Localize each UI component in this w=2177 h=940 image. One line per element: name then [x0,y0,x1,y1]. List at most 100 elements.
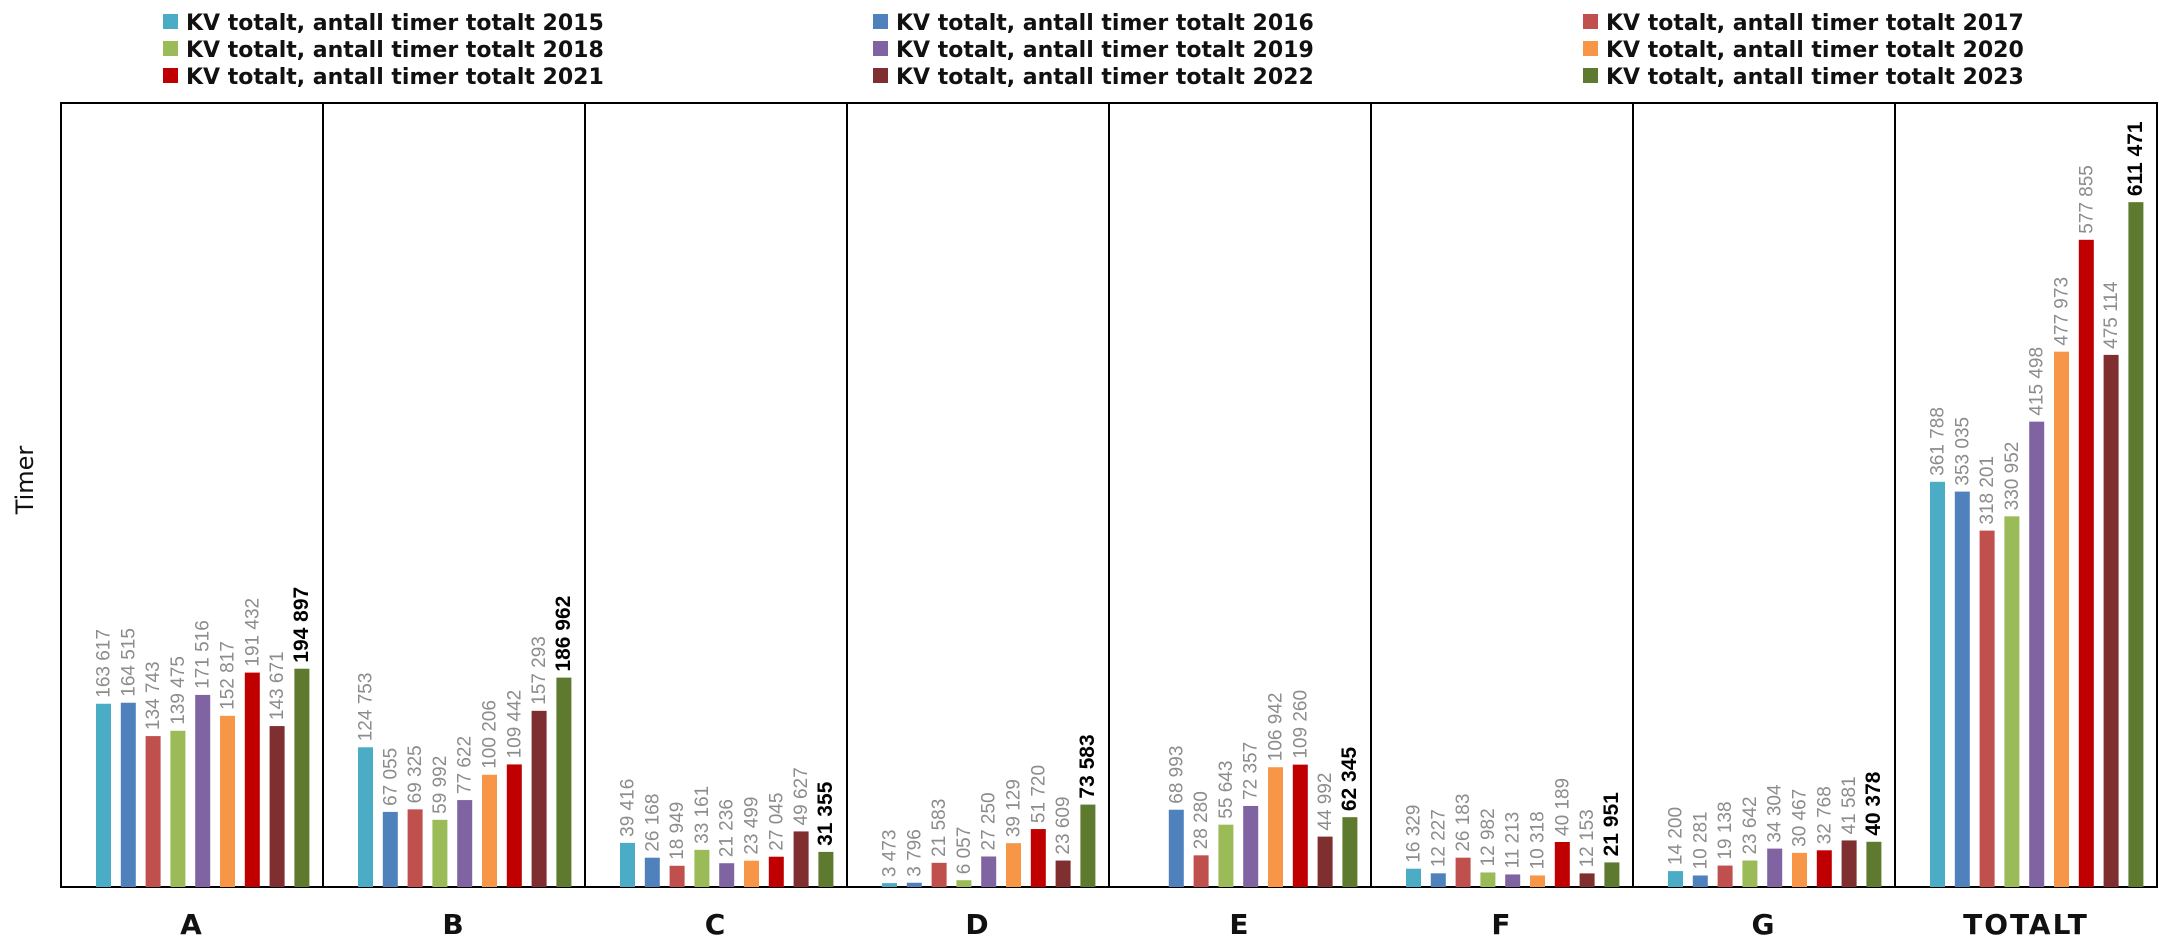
data-label-g-3: 19 138 [1715,801,1736,859]
bar-g-9 [1866,841,1882,887]
bar-c-9 [818,851,834,887]
bar-totalt-3 [1979,530,1995,887]
legend-swatch-3 [1583,14,1598,29]
data-label-a-9: 194 897 [290,587,313,663]
data-label-a-3: 134 743 [143,661,164,730]
data-label-c-6: 23 499 [742,797,763,855]
data-label-g-2: 10 281 [1690,811,1711,869]
data-label-f-7: 40 189 [1552,778,1573,836]
data-label-a-1: 163 617 [94,629,115,698]
legend-label-3: KV totalt, antall timer totalt 2017 [1606,11,2024,36]
data-label-a-6: 152 817 [218,641,239,710]
bar-a-6 [220,715,235,887]
bar-b-6 [482,774,497,887]
bar-d-7 [1030,829,1046,887]
bar-g-3 [1717,865,1733,887]
data-label-a-5: 171 516 [193,620,214,689]
data-label-e-9: 62 345 [1338,747,1361,812]
bar-c-3 [669,865,685,887]
bar-f-6 [1530,875,1545,887]
data-label-totalt-4: 330 952 [2002,442,2023,511]
data-label-d-8: 23 609 [1053,796,1074,854]
bar-totalt-1 [1930,481,1945,887]
bar-a-1 [96,703,111,887]
category-label-d: D [965,908,990,940]
data-label-b-4: 59 992 [430,756,451,814]
bar-f-3 [1455,857,1471,887]
bar-e-7 [1292,764,1308,887]
category-label-g: G [1752,908,1777,940]
bar-totalt-4 [2004,516,2020,887]
y-axis-label: Timer [11,446,39,516]
bar-f-2 [1430,873,1446,887]
bar-e-9 [1342,817,1358,887]
data-label-a-2: 164 515 [118,628,139,697]
bar-e-3 [1193,855,1209,887]
bar-e-5 [1243,805,1259,887]
plot-area [60,102,2158,888]
data-label-d-9: 73 583 [1076,734,1099,798]
legend-swatch-4 [163,41,178,56]
bar-b-8 [531,710,547,887]
legend-label-8: KV totalt, antall timer totalt 2022 [896,65,1314,90]
bar-b-5 [457,800,473,887]
bar-totalt-2 [1954,491,1970,887]
legend-label-6: KV totalt, antall timer totalt 2020 [1606,38,2024,63]
data-label-e-6: 106 942 [1266,693,1287,762]
bar-d-8 [1055,860,1071,887]
bar-e-6 [1268,767,1283,887]
data-label-c-3: 18 949 [667,802,688,860]
data-label-c-8: 49 627 [791,767,812,825]
data-label-totalt-7: 577 855 [2076,165,2097,234]
legend-swatch-1 [163,14,178,29]
data-label-b-8: 157 293 [529,636,550,705]
bar-c-5 [719,863,735,887]
bar-g-7 [1816,850,1832,887]
bar-g-8 [1841,840,1857,887]
data-label-c-4: 33 161 [692,786,713,844]
data-label-c-1: 39 416 [618,779,639,837]
data-label-totalt-8: 475 114 [2101,281,2122,349]
bar-totalt-6 [2054,351,2069,887]
data-label-e-2: 68 993 [1166,746,1187,804]
bar-d-4 [956,880,972,887]
data-label-g-5: 34 304 [1765,784,1786,843]
data-label-totalt-3: 318 201 [1977,456,1998,525]
data-label-totalt-5: 415 498 [2027,347,2048,416]
data-label-c-7: 27 045 [766,793,787,851]
data-label-b-5: 77 622 [455,736,476,794]
bar-b-9 [556,677,572,887]
legend-swatch-8 [873,68,888,83]
data-label-f-8: 12 153 [1577,809,1598,867]
bar-e-2 [1168,809,1184,887]
bar-c-6 [744,860,759,887]
bar-c-4 [694,849,710,887]
bar-d-9 [1080,804,1096,887]
legend-label-5: KV totalt, antall timer totalt 2019 [896,38,1314,63]
data-label-g-8: 41 581 [1839,776,1860,834]
category-label-f: F [1491,908,1512,940]
data-label-c-5: 21 236 [717,799,738,857]
bar-c-2 [644,857,660,887]
category-label-b: B [442,908,465,940]
data-label-e-5: 72 357 [1241,742,1262,800]
bar-totalt-8 [2103,354,2119,887]
bar-f-4 [1480,872,1496,887]
bar-f-1 [1406,868,1421,887]
data-label-e-3: 28 280 [1191,791,1212,849]
legend-label-4: KV totalt, antall timer totalt 2018 [186,38,604,63]
bar-b-2 [382,811,398,887]
legend-label-1: KV totalt, antall timer totalt 2015 [186,11,604,36]
category-label-a: A [180,908,204,940]
data-label-b-2: 67 055 [380,748,401,806]
category-labels: A B C D E F G TOTALT [180,908,2087,940]
data-label-a-8: 143 671 [267,651,288,720]
data-label-b-3: 69 325 [405,745,426,803]
bar-g-4 [1742,860,1758,887]
data-label-g-9: 40 378 [1862,771,1885,836]
bar-b-3 [407,809,423,887]
data-label-totalt-1: 361 788 [1928,407,1949,476]
data-label-c-2: 26 168 [642,794,663,852]
